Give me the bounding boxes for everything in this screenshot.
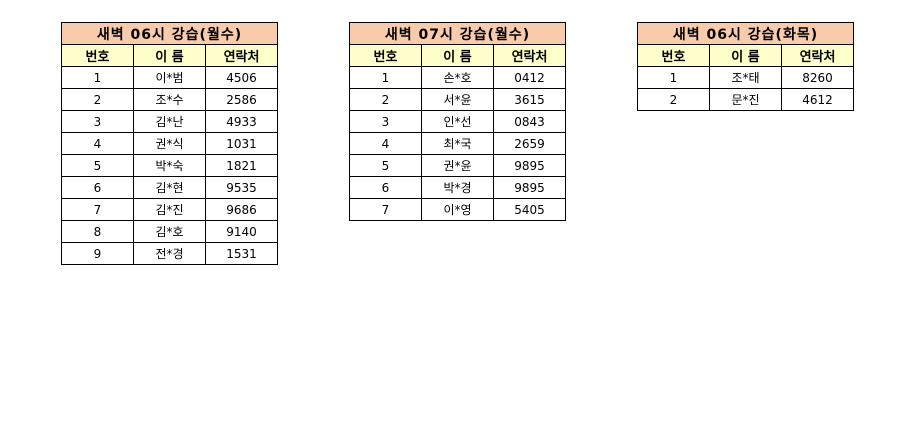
cell-contact[interactable]: 3615	[492, 88, 567, 111]
header-name[interactable]: 이 름	[421, 44, 494, 67]
header-number[interactable]: 번호	[61, 44, 134, 67]
table-row: 3 김*난 4933	[61, 110, 279, 133]
class-table: 새벽 07시 강습(월수) 번호 이 름 연락처 1 손*호 0412 2 서*윤 3615 3 인*…	[348, 22, 567, 221]
cell-contact[interactable]: 1031	[204, 132, 279, 155]
cell-number[interactable]: 3	[349, 110, 422, 133]
table-row: 6 박*경 9895	[349, 176, 567, 199]
header-name[interactable]: 이 름	[133, 44, 206, 67]
cell-name[interactable]: 조*태	[709, 66, 782, 89]
cell-name[interactable]: 박*숙	[133, 154, 206, 177]
cell-number[interactable]: 5	[349, 154, 422, 177]
header-number[interactable]: 번호	[349, 44, 422, 67]
cell-name[interactable]: 김*진	[133, 198, 206, 221]
cell-number[interactable]: 2	[637, 88, 710, 111]
header-name[interactable]: 이 름	[709, 44, 782, 67]
table-title-row: 새벽 06시 강습(화목)	[636, 22, 855, 45]
table-row: 2 문*진 4612	[637, 88, 855, 111]
cell-number[interactable]: 3	[61, 110, 134, 133]
table-row: 7 김*진 9686	[61, 198, 279, 221]
cell-contact[interactable]: 9686	[204, 198, 279, 221]
table-row: 1 이*범 4506	[61, 66, 279, 89]
cell-name[interactable]: 김*난	[133, 110, 206, 133]
cell-contact[interactable]: 2586	[204, 88, 279, 111]
table-row: 1 손*호 0412	[349, 66, 567, 89]
cell-name[interactable]: 이*영	[421, 198, 494, 221]
table-row: 4 권*식 1031	[61, 132, 279, 155]
cell-number[interactable]: 2	[61, 88, 134, 111]
class-table: 새벽 06시 강습(월수) 번호 이 름 연락처 1 이*범 4506 2 조*수 2586 3 김*…	[60, 22, 279, 265]
table-row: 5 권*윤 9895	[349, 154, 567, 177]
cell-name[interactable]: 김*호	[133, 220, 206, 243]
header-row: 번호 이 름 연락처	[637, 44, 855, 67]
table-row: 2 조*수 2586	[61, 88, 279, 111]
cell-contact[interactable]: 9895	[492, 154, 567, 177]
cell-contact[interactable]: 1821	[204, 154, 279, 177]
cell-name[interactable]: 인*선	[421, 110, 494, 133]
cell-contact[interactable]: 0843	[492, 110, 567, 133]
table-row: 8 김*호 9140	[61, 220, 279, 243]
table-row: 5 박*숙 1821	[61, 154, 279, 177]
cell-number[interactable]: 1	[637, 66, 710, 89]
cell-contact[interactable]: 2659	[492, 132, 567, 155]
header-contact[interactable]: 연락처	[204, 44, 279, 67]
cell-number[interactable]: 6	[349, 176, 422, 199]
table-title[interactable]: 새벽 06시 강습(화목)	[636, 22, 855, 45]
cell-name[interactable]: 박*경	[421, 176, 494, 199]
cell-number[interactable]: 2	[349, 88, 422, 111]
cell-name[interactable]: 서*윤	[421, 88, 494, 111]
cell-name[interactable]: 문*진	[709, 88, 782, 111]
cell-contact[interactable]: 0412	[492, 66, 567, 89]
cell-number[interactable]: 8	[61, 220, 134, 243]
cell-number[interactable]: 7	[61, 198, 134, 221]
cell-contact[interactable]: 8260	[780, 66, 855, 89]
table-row: 6 김*현 9535	[61, 176, 279, 199]
table-title[interactable]: 새벽 06시 강습(월수)	[60, 22, 279, 45]
cell-contact[interactable]: 5405	[492, 198, 567, 221]
cell-contact[interactable]: 4506	[204, 66, 279, 89]
cell-number[interactable]: 9	[61, 242, 134, 265]
class-table: 새벽 06시 강습(화목) 번호 이 름 연락처 1 조*태 8260 2 문*진 4612	[636, 22, 855, 111]
header-contact[interactable]: 연락처	[492, 44, 567, 67]
cell-contact[interactable]: 9895	[492, 176, 567, 199]
cell-name[interactable]: 권*윤	[421, 154, 494, 177]
cell-number[interactable]: 6	[61, 176, 134, 199]
header-number[interactable]: 번호	[637, 44, 710, 67]
table-row: 4 최*국 2659	[349, 132, 567, 155]
table-title[interactable]: 새벽 07시 강습(월수)	[348, 22, 567, 45]
cell-number[interactable]: 1	[61, 66, 134, 89]
cell-name[interactable]: 전*경	[133, 242, 206, 265]
cell-contact[interactable]: 9535	[204, 176, 279, 199]
cell-name[interactable]: 권*식	[133, 132, 206, 155]
cell-number[interactable]: 4	[349, 132, 422, 155]
table-title-row: 새벽 07시 강습(월수)	[348, 22, 567, 45]
table-row: 2 서*윤 3615	[349, 88, 567, 111]
table-row: 3 인*선 0843	[349, 110, 567, 133]
header-row: 번호 이 름 연락처	[349, 44, 567, 67]
cell-name[interactable]: 조*수	[133, 88, 206, 111]
cell-number[interactable]: 1	[349, 66, 422, 89]
header-contact[interactable]: 연락처	[780, 44, 855, 67]
cell-name[interactable]: 김*현	[133, 176, 206, 199]
cell-contact[interactable]: 9140	[204, 220, 279, 243]
cell-number[interactable]: 5	[61, 154, 134, 177]
cell-number[interactable]: 4	[61, 132, 134, 155]
table-row: 7 이*영 5405	[349, 198, 567, 221]
cell-name[interactable]: 최*국	[421, 132, 494, 155]
table-row: 9 전*경 1531	[61, 242, 279, 265]
cell-contact[interactable]: 1531	[204, 242, 279, 265]
table-row: 1 조*태 8260	[637, 66, 855, 89]
table-title-row: 새벽 06시 강습(월수)	[60, 22, 279, 45]
cell-contact[interactable]: 4933	[204, 110, 279, 133]
cell-contact[interactable]: 4612	[780, 88, 855, 111]
cell-number[interactable]: 7	[349, 198, 422, 221]
cell-name[interactable]: 이*범	[133, 66, 206, 89]
header-row: 번호 이 름 연락처	[61, 44, 279, 67]
cell-name[interactable]: 손*호	[421, 66, 494, 89]
